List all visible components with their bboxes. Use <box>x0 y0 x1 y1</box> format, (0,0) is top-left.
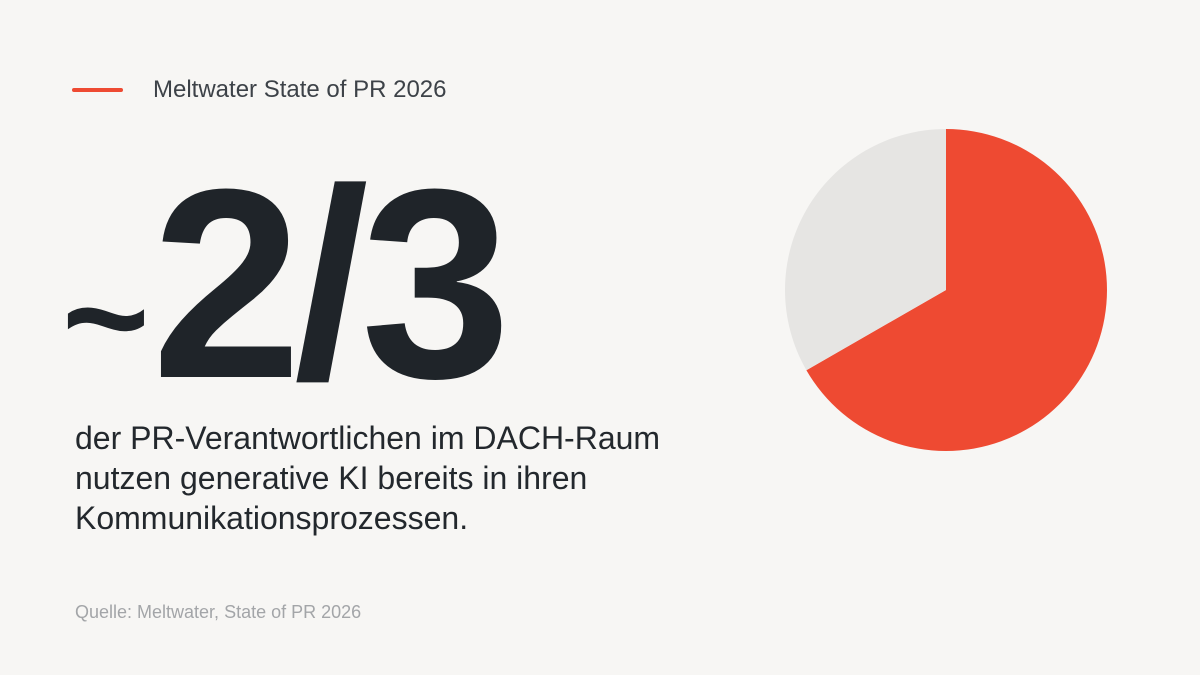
pie-slice-1 <box>806 129 1107 451</box>
accent-line <box>72 88 123 92</box>
stat-description: der PR-Verantwortlichen im DACH-Raum nut… <box>75 420 661 536</box>
headline-stat: ~ 2/3 <box>62 150 511 420</box>
pie-slice-2 <box>784 128 946 371</box>
pie-slices <box>784 128 1107 451</box>
source-note: Quelle: Meltwater, State of PR 2026 <box>75 602 362 622</box>
eyebrow-title: Meltwater State of PR 2026 <box>153 76 447 103</box>
stat-approx-symbol: ~ <box>62 233 150 401</box>
pie-chart <box>784 128 1107 451</box>
stat-value: 2/3 <box>151 134 511 435</box>
